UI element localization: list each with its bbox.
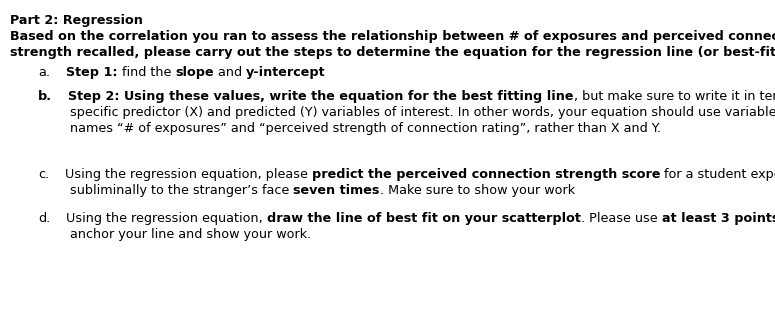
- Text: Based on the correlation you ran to assess the relationship between # of exposur: Based on the correlation you ran to asse…: [10, 30, 775, 43]
- Text: , but make sure to write it in terms of the: , but make sure to write it in terms of …: [574, 90, 775, 103]
- Text: draw the line of best fit on your scatterplot: draw the line of best fit on your scatte…: [267, 212, 581, 225]
- Text: Part 2: Regression: Part 2: Regression: [10, 14, 143, 27]
- Text: strength recalled, please carry out the steps to determine the equation for the : strength recalled, please carry out the …: [10, 46, 775, 59]
- Text: seven times: seven times: [293, 184, 380, 197]
- Text: anchor your line and show your work.: anchor your line and show your work.: [70, 228, 312, 241]
- Text: subliminally to the stranger’s face: subliminally to the stranger’s face: [70, 184, 293, 197]
- Text: a.: a.: [38, 66, 50, 79]
- Text: and: and: [213, 66, 246, 79]
- Text: Step 1:: Step 1:: [66, 66, 118, 79]
- Text: for a student exposed: for a student exposed: [660, 168, 775, 181]
- Text: d.: d.: [38, 212, 50, 225]
- Text: find the: find the: [118, 66, 175, 79]
- Text: . Make sure to show your work: . Make sure to show your work: [380, 184, 575, 197]
- Text: predict the perceived connection strength score: predict the perceived connection strengt…: [312, 168, 660, 181]
- Text: b.: b.: [38, 90, 52, 103]
- Text: specific predictor (X) and predicted (Y) variables of interest. In other words, : specific predictor (X) and predicted (Y)…: [70, 106, 775, 119]
- Text: slope: slope: [175, 66, 213, 79]
- Text: . Please use: . Please use: [581, 212, 662, 225]
- Text: at least 3 points: at least 3 points: [662, 212, 775, 225]
- Text: Using the regression equation,: Using the regression equation,: [66, 212, 267, 225]
- Text: y-intercept: y-intercept: [246, 66, 326, 79]
- Text: names “# of exposures” and “perceived strength of connection rating”, rather tha: names “# of exposures” and “perceived st…: [70, 122, 661, 135]
- Text: Using the regression equation, please: Using the regression equation, please: [65, 168, 312, 181]
- Text: c.: c.: [38, 168, 49, 181]
- Text: Step 2: Using these values, write the equation for the best fitting line: Step 2: Using these values, write the eq…: [68, 90, 574, 103]
